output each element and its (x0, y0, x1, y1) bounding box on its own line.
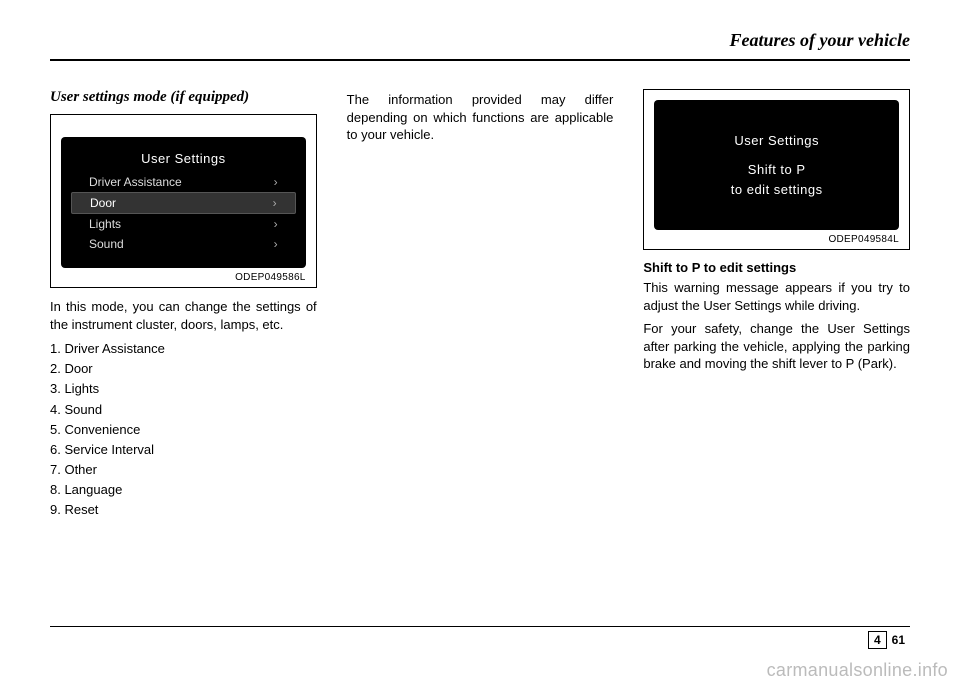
cluster-screenshot-1: User Settings Driver Assistance › Door ›… (50, 114, 317, 288)
footer-rule (50, 626, 910, 627)
watermark: carmanualsonline.info (767, 660, 948, 681)
lcd-message-line: Shift to P (654, 162, 899, 177)
chevron-right-icon: › (274, 237, 278, 251)
list-item: 1. Driver Assistance (50, 339, 317, 359)
list-item: 5. Convenience (50, 420, 317, 440)
list-item: 8. Language (50, 480, 317, 500)
intro-text: In this mode, you can change the setting… (50, 298, 317, 333)
page-number: 61 (887, 632, 910, 648)
section-title: User settings mode (if equipped) (50, 89, 317, 106)
lcd-message-line: to edit settings (654, 182, 899, 197)
manual-page: Features of your vehicle User settings m… (0, 0, 960, 689)
header-rule (50, 59, 910, 61)
column-3: User Settings Shift to P to edit setting… (643, 89, 910, 520)
lcd-title: User Settings (654, 133, 899, 148)
list-item: 3. Lights (50, 379, 317, 399)
cluster-screenshot-2: User Settings Shift to P to edit setting… (643, 89, 910, 250)
lcd-row: Driver Assistance › (71, 172, 296, 192)
chevron-right-icon: › (273, 196, 277, 210)
column-1: User settings mode (if equipped) User Se… (50, 89, 317, 520)
page-header: Features of your vehicle (50, 30, 910, 59)
column-2: The information provided may differ depe… (347, 89, 614, 520)
note-text: The information provided may differ depe… (347, 91, 614, 144)
lcd-row-label: Driver Assistance (89, 175, 182, 189)
paragraph: For your safety, change the User Setting… (643, 320, 910, 373)
chevron-right-icon: › (274, 175, 278, 189)
header-title: Features of your vehicle (730, 30, 910, 50)
chapter-number: 4 (868, 631, 887, 649)
chevron-right-icon: › (274, 217, 278, 231)
page-footer: 4 61 (868, 631, 910, 649)
lcd-row-label: Sound (89, 237, 124, 251)
list-item: 6. Service Interval (50, 440, 317, 460)
list-item: 9. Reset (50, 500, 317, 520)
image-code: ODEP049584L (654, 234, 899, 245)
lcd-panel: User Settings Shift to P to edit setting… (654, 100, 899, 230)
lcd-row-label: Door (90, 196, 116, 210)
lcd-row-label: Lights (89, 217, 121, 231)
lcd-row: Lights › (71, 214, 296, 234)
paragraph: This warning message appears if you try … (643, 279, 910, 314)
list-item: 2. Door (50, 359, 317, 379)
lcd-title: User Settings (61, 151, 306, 166)
list-item: 7. Other (50, 460, 317, 480)
lcd-row: Sound › (71, 234, 296, 254)
image-code: ODEP049586L (61, 272, 306, 283)
content-columns: User settings mode (if equipped) User Se… (50, 89, 910, 520)
subheading: Shift to P to edit settings (643, 260, 910, 275)
lcd-row-selected: Door › (71, 192, 296, 214)
lcd-panel: User Settings Driver Assistance › Door ›… (61, 137, 306, 268)
list-item: 4. Sound (50, 400, 317, 420)
